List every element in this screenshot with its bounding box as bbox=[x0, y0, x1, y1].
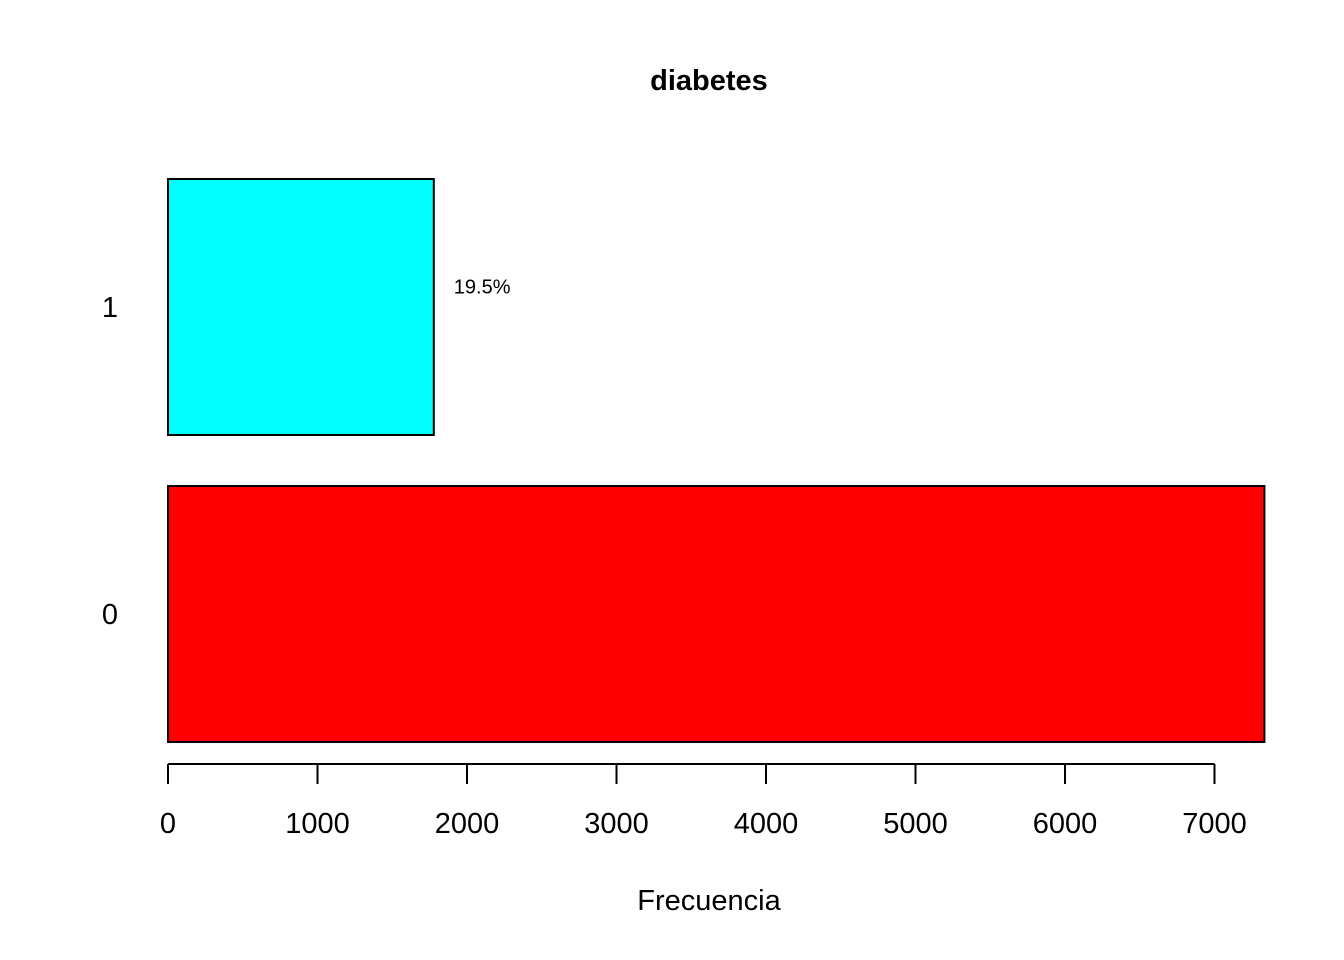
y-axis-labels: 01 bbox=[102, 292, 118, 631]
bars-group bbox=[167, 178, 1266, 743]
bar-labels-group: 19.5% bbox=[454, 277, 511, 299]
x-axis-label: Frecuencia bbox=[637, 885, 781, 917]
x-tick-label-4000: 4000 bbox=[734, 808, 799, 840]
x-axis: 0 1000 2000 3000 4000 5000 6000 7000 bbox=[160, 763, 1247, 840]
x-tick-label-1000: 1000 bbox=[285, 808, 350, 840]
y-tick-label-1: 1 bbox=[102, 292, 118, 324]
bar-1 bbox=[167, 178, 435, 436]
x-tick-label-3000: 3000 bbox=[584, 808, 649, 840]
chart-title: diabetes bbox=[650, 65, 768, 97]
y-tick-label-0: 0 bbox=[102, 599, 118, 631]
bar-label-1: 19.5% bbox=[454, 277, 511, 299]
x-tick-label-7000: 7000 bbox=[1182, 808, 1247, 840]
x-tick-label-0: 0 bbox=[160, 808, 176, 840]
x-tick-label-6000: 6000 bbox=[1033, 808, 1098, 840]
x-tick-label-5000: 5000 bbox=[883, 808, 948, 840]
bar-0 bbox=[167, 485, 1266, 743]
x-tick-label-2000: 2000 bbox=[435, 808, 500, 840]
